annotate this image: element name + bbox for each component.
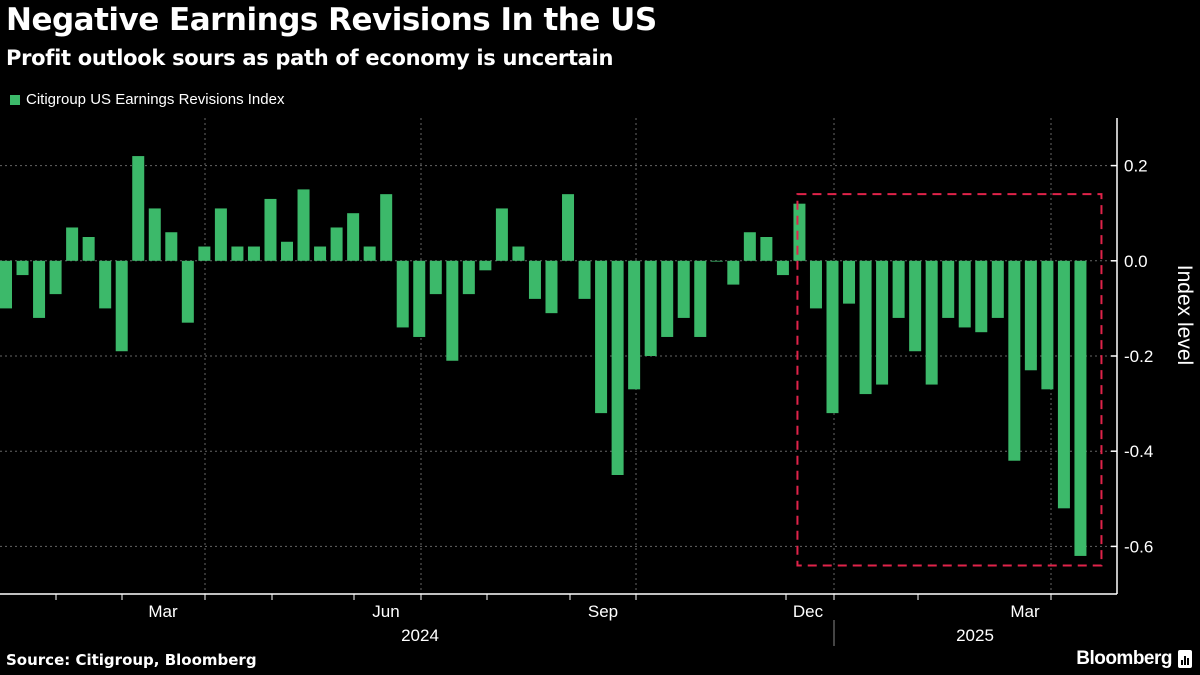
bloomberg-logo: Bloomberg	[1076, 648, 1192, 670]
bar	[314, 246, 327, 261]
bar	[479, 260, 492, 271]
bar	[661, 260, 674, 337]
legend-swatch	[10, 94, 20, 105]
x-tick-label: Jun	[372, 602, 399, 621]
bar	[264, 198, 277, 261]
bar	[413, 260, 426, 337]
bar	[247, 246, 260, 261]
bar	[66, 227, 79, 261]
legend: Citigroup US Earnings Revisions Index	[10, 91, 284, 108]
bar	[925, 260, 938, 385]
bar	[1024, 260, 1037, 371]
chart-subtitle: Profit outlook sours as path of economy …	[6, 46, 614, 70]
bar	[793, 203, 806, 261]
bar	[528, 260, 541, 299]
bar	[115, 260, 128, 352]
axes: 0.2 0.0 -0.2 -0.4 -0.6 Mar Jun Sep Dec Mar 2024 202…	[0, 118, 1153, 646]
bar	[809, 260, 822, 309]
bar	[859, 260, 872, 395]
bar	[1041, 260, 1054, 390]
bloomberg-chart-icon	[1178, 650, 1192, 668]
highlight-box	[796, 193, 1103, 567]
bar	[578, 260, 591, 299]
bar	[380, 194, 393, 261]
x-tick-label: Mar	[148, 602, 178, 621]
bar	[628, 260, 641, 390]
bar	[826, 260, 839, 414]
bar	[0, 260, 12, 309]
bar	[132, 156, 145, 261]
bar	[33, 260, 46, 318]
source-note: Source: Citigroup, Bloomberg	[6, 651, 257, 669]
y-tick-label: -0.4	[1124, 442, 1153, 461]
bar	[446, 260, 459, 361]
x-tick-label: Mar	[1010, 602, 1040, 621]
bar	[363, 246, 376, 261]
x-tick-label: Sep	[588, 602, 618, 621]
bar	[892, 260, 905, 318]
bar	[975, 260, 988, 333]
bar	[165, 232, 178, 261]
bar	[16, 260, 29, 276]
bar	[181, 260, 194, 323]
bar	[776, 260, 789, 276]
bar	[876, 260, 889, 385]
year-label: 2025	[956, 626, 994, 645]
bar	[297, 189, 310, 261]
bar	[214, 208, 227, 261]
bar	[198, 246, 211, 261]
bar	[1008, 260, 1021, 461]
bar	[347, 213, 360, 261]
annotation	[796, 193, 1103, 567]
bar	[958, 260, 971, 328]
bar	[495, 208, 508, 261]
bar	[462, 260, 475, 295]
year-label: 2024	[401, 626, 439, 645]
bar	[694, 260, 707, 337]
bar	[743, 232, 756, 261]
bar	[644, 260, 657, 356]
gridlines	[0, 118, 1117, 594]
bar	[396, 260, 409, 328]
bar	[82, 237, 95, 261]
bar	[611, 260, 624, 475]
y-tick-label: 0.2	[1124, 157, 1148, 176]
bar	[595, 260, 608, 414]
bar	[330, 227, 343, 261]
y-tick-label: -0.2	[1124, 347, 1153, 366]
bar	[710, 260, 723, 262]
bar	[512, 246, 525, 261]
bar	[49, 260, 62, 295]
y-axis-label: Index level	[1173, 265, 1196, 365]
y-tick-label: -0.6	[1124, 537, 1153, 556]
bar	[991, 260, 1004, 318]
bar	[281, 241, 294, 261]
bar	[562, 194, 575, 261]
bar	[148, 208, 161, 261]
bar	[909, 260, 922, 352]
bar	[727, 260, 740, 285]
bar	[231, 246, 244, 261]
bar	[429, 260, 442, 295]
legend-label: Citigroup US Earnings Revisions Index	[26, 91, 285, 108]
bars	[0, 156, 1087, 556]
bar	[677, 260, 690, 318]
bar	[1057, 260, 1070, 509]
brand-name: Bloomberg	[1076, 648, 1172, 669]
bar	[942, 260, 955, 318]
bar	[99, 260, 112, 309]
bar	[545, 260, 558, 314]
bar	[1074, 260, 1087, 556]
bar	[843, 260, 856, 304]
bar	[760, 237, 773, 261]
chart-title: Negative Earnings Revisions In the US	[6, 2, 657, 38]
y-tick-label: 0.0	[1124, 252, 1148, 271]
x-tick-label: Dec	[793, 602, 824, 621]
